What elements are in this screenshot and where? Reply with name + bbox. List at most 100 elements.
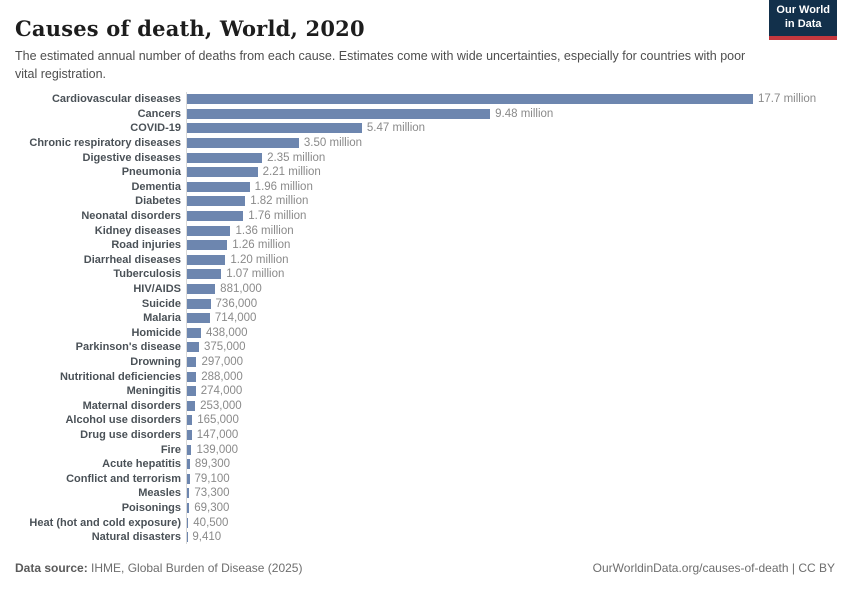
chart-row: Maternal disorders 253,000 [15, 398, 835, 414]
chart-row: Kidney diseases 1.36 million [15, 223, 835, 238]
value-label: 1.96 million [254, 180, 313, 193]
chart-row: Cardiovascular diseases 17.7 million [15, 92, 835, 107]
bar-track: 73,300 [186, 486, 835, 501]
bar[interactable] [187, 108, 491, 119]
bar-track: 1.96 million [186, 179, 835, 195]
value-label: 714,000 [214, 312, 257, 325]
category-label: Meningitis [126, 385, 181, 398]
value-label: 69,300 [194, 501, 230, 514]
bar-track: 9.48 million [186, 106, 835, 122]
category-label: Nutritional deficiencies [59, 370, 181, 383]
chart-row: Drowning 297,000 [15, 354, 835, 370]
bar-track: 714,000 [186, 310, 835, 326]
category-label: Natural disasters [91, 531, 181, 544]
bar-track: 1.20 million [186, 252, 835, 268]
value-label: 438,000 [206, 326, 248, 339]
bar[interactable] [187, 386, 196, 397]
bar[interactable] [187, 211, 244, 222]
category-label: Drug use disorders [80, 428, 181, 441]
bar-track: 139,000 [186, 442, 835, 457]
bar[interactable] [187, 356, 197, 367]
bar[interactable] [187, 284, 216, 295]
owid-url-link[interactable]: OurWorldinData.org/causes-of-death | CC … [592, 561, 835, 576]
bar[interactable] [187, 123, 362, 134]
category-label: Fire [160, 443, 181, 456]
chart-row: Tuberculosis 1.07 million [15, 267, 835, 282]
bar-track: 253,000 [186, 398, 835, 414]
category-label: Cardiovascular diseases [51, 93, 181, 106]
chart-row: Meningitis 274,000 [15, 383, 835, 399]
bar[interactable] [187, 269, 222, 280]
chart-row: Suicide 736,000 [15, 296, 835, 311]
bar[interactable] [187, 488, 190, 499]
value-label: 3.50 million [303, 137, 363, 150]
bar[interactable] [187, 429, 192, 440]
bar[interactable] [187, 502, 190, 513]
bar-track: 736,000 [186, 296, 835, 311]
bar[interactable] [187, 298, 211, 309]
chart-row: Road injuries 1.26 million [15, 237, 835, 253]
chart-row: HIV/AIDS 881,000 [15, 281, 835, 297]
bar[interactable] [187, 152, 263, 163]
value-label: 147,000 [196, 428, 239, 441]
owid-logo[interactable]: Our World in Data [769, 0, 837, 40]
bar[interactable] [187, 196, 246, 207]
value-label: 1.07 million [226, 268, 285, 281]
value-label: 79,100 [194, 472, 230, 485]
bar[interactable] [187, 240, 228, 251]
chart-subtitle: The estimated annual number of deaths fr… [15, 49, 746, 81]
bar[interactable] [187, 342, 199, 353]
bar[interactable] [187, 138, 299, 149]
bar[interactable] [187, 415, 193, 426]
bar[interactable] [187, 327, 201, 338]
bar-track: 297,000 [186, 354, 835, 370]
chart-row: Conflict and terrorism 79,100 [15, 471, 835, 487]
value-label: 165,000 [197, 414, 239, 427]
value-label: 2.21 million [262, 166, 321, 179]
bar[interactable] [187, 181, 250, 192]
value-label: 139,000 [196, 443, 239, 456]
bar-track: 5.47 million [186, 121, 835, 136]
value-label: 1.20 million [230, 253, 289, 266]
bar[interactable] [187, 225, 231, 236]
bar[interactable] [187, 371, 197, 382]
bar[interactable] [187, 517, 189, 528]
chart-row: Diarrheal diseases 1.20 million [15, 252, 835, 268]
category-label: Malaria [143, 312, 181, 325]
category-label: Alcohol use disorders [65, 414, 181, 427]
bar[interactable] [187, 167, 258, 178]
bar-track: 438,000 [186, 325, 835, 341]
bar-track: 79,100 [186, 471, 835, 487]
data-source: Data source: IHME, Global Burden of Dise… [15, 561, 302, 575]
category-label: Homicide [131, 326, 181, 339]
value-label: 1.26 million [232, 239, 291, 252]
category-label: Tuberculosis [113, 268, 181, 281]
data-source-label: Data source: [15, 561, 88, 576]
owid-logo-line2: in Data [784, 17, 822, 30]
value-label: 73,300 [194, 487, 230, 500]
category-label: Conflict and terrorism [66, 472, 181, 485]
bar-track: 375,000 [186, 340, 835, 355]
category-label: Cancers [137, 107, 181, 120]
value-label: 1.76 million [248, 210, 307, 223]
category-label: Parkinson's disease [75, 341, 181, 354]
category-label: Poisonings [121, 501, 181, 514]
chart-row: Malaria 714,000 [15, 310, 835, 326]
bar-track: 9,410 [186, 529, 835, 545]
chart-row: Homicide 438,000 [15, 325, 835, 341]
bar[interactable] [187, 94, 753, 105]
bar[interactable] [187, 254, 226, 265]
bar[interactable] [187, 459, 190, 470]
bar-track: 147,000 [186, 427, 835, 443]
bar[interactable] [187, 473, 190, 484]
bar-chart: Cardiovascular diseases 17.7 million Cance… [15, 92, 835, 545]
bar-track: 1.36 million [186, 223, 835, 238]
bar[interactable] [187, 313, 210, 324]
bar[interactable] [187, 444, 192, 455]
category-label: Chronic respiratory diseases [29, 137, 181, 150]
value-label: 2.35 million [267, 151, 326, 164]
bar[interactable] [187, 400, 196, 411]
category-label: Diabetes [135, 195, 181, 208]
chart-row: Drug use disorders 147,000 [15, 427, 835, 443]
data-source-text: IHME, Global Burden of Disease (2025) [87, 561, 303, 576]
